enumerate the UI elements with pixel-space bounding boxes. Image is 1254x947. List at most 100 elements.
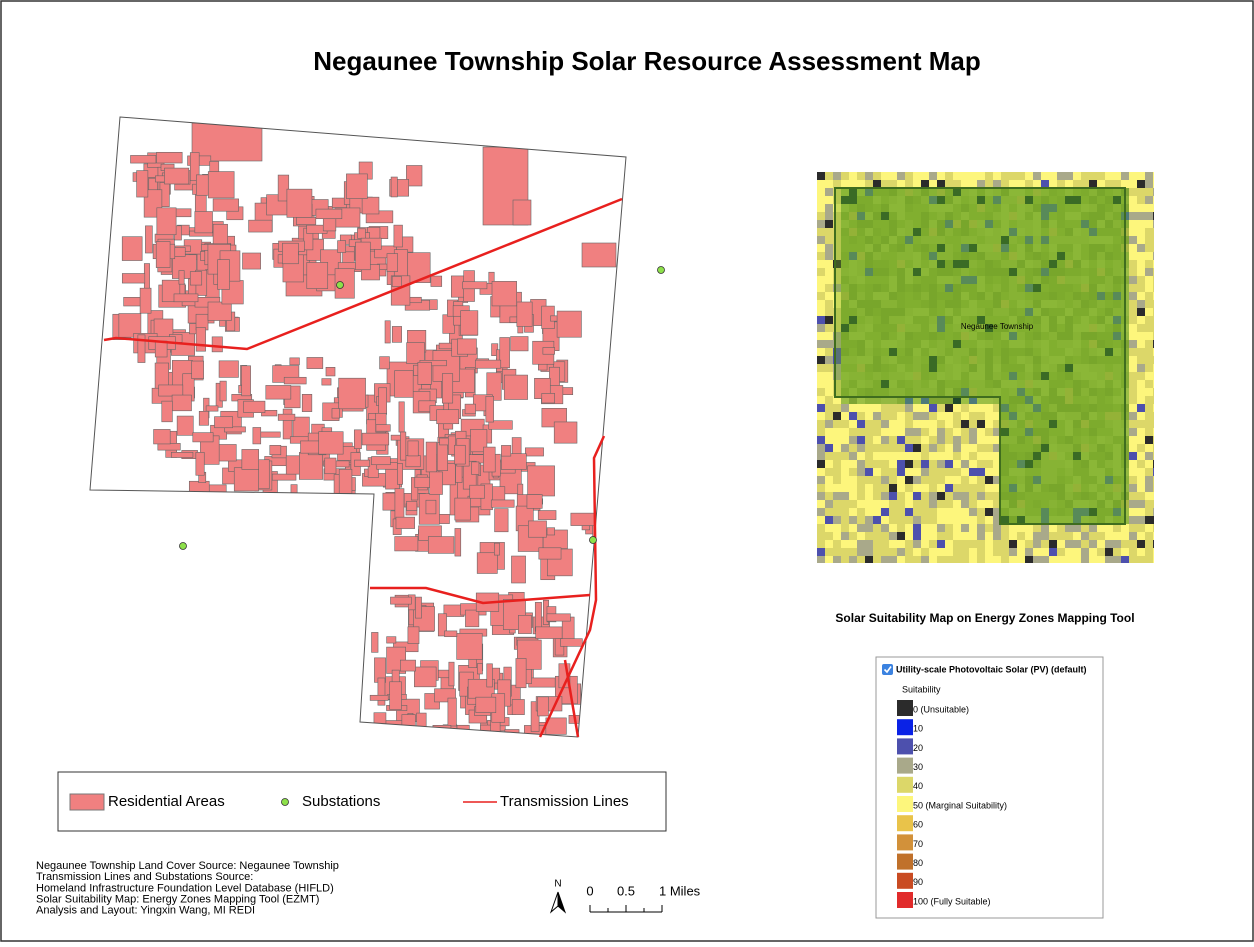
raster-cell xyxy=(1065,532,1073,540)
raster-cell xyxy=(985,556,993,564)
residential-area xyxy=(290,358,300,365)
residential-area xyxy=(362,197,379,214)
raster-cell xyxy=(929,532,937,540)
raster-cell xyxy=(1089,172,1097,180)
residential-area xyxy=(177,416,193,435)
raster-cell xyxy=(1145,196,1153,204)
residential-area xyxy=(455,498,471,520)
raster-cell xyxy=(1153,548,1161,556)
raster-cell xyxy=(969,420,977,428)
raster-cell xyxy=(1145,508,1153,516)
raster-cell xyxy=(977,412,985,420)
raster-cell xyxy=(1057,172,1065,180)
raster-cell xyxy=(953,516,961,524)
ezmt-legend-title: Utility-scale Photovoltaic Solar (PV) (d… xyxy=(896,664,1087,674)
raster-cell xyxy=(1089,556,1097,564)
ezmt-swatch xyxy=(897,738,913,754)
raster-cell xyxy=(1145,228,1153,236)
raster-cell xyxy=(1137,172,1145,180)
raster-cell xyxy=(833,540,841,548)
raster-cell xyxy=(889,508,897,516)
raster-cell xyxy=(817,276,825,284)
raster-cell xyxy=(985,548,993,556)
scale-label: 0 xyxy=(586,883,593,898)
substation xyxy=(180,543,187,550)
raster-cell xyxy=(841,540,849,548)
raster-cell xyxy=(977,484,985,492)
raster-cell xyxy=(1049,172,1057,180)
raster-cell xyxy=(1153,348,1161,356)
raster-cell xyxy=(1145,372,1153,380)
raster-cell xyxy=(817,332,825,340)
residential-area xyxy=(164,168,188,184)
raster-cell xyxy=(1137,508,1145,516)
raster-cell xyxy=(817,180,825,188)
raster-cell xyxy=(937,436,945,444)
raster-cell xyxy=(833,436,841,444)
raster-cell xyxy=(881,420,889,428)
raster-cell xyxy=(937,452,945,460)
raster-cell xyxy=(1145,252,1153,260)
raster-cell xyxy=(817,444,825,452)
north-label: N xyxy=(554,879,561,890)
raster-cell xyxy=(897,436,905,444)
raster-cell xyxy=(873,548,881,556)
residential-area xyxy=(406,455,420,466)
residential-area xyxy=(272,474,296,480)
raster-cell xyxy=(977,476,985,484)
raster-cell xyxy=(985,452,993,460)
raster-cell xyxy=(977,428,985,436)
raster-cell xyxy=(817,548,825,556)
raster-cell xyxy=(833,460,841,468)
raster-cell xyxy=(1137,476,1145,484)
residential-area xyxy=(234,468,258,491)
raster-cell xyxy=(817,340,825,348)
raster-cell xyxy=(1009,556,1017,564)
raster-cell xyxy=(897,524,905,532)
raster-cell xyxy=(1025,556,1033,564)
raster-cell xyxy=(849,476,857,484)
raster-cell xyxy=(985,412,993,420)
substation xyxy=(590,537,597,544)
raster-cell xyxy=(817,204,825,212)
raster-cell xyxy=(865,460,873,468)
raster-cell xyxy=(865,532,873,540)
raster-cell xyxy=(817,396,825,404)
raster-cell xyxy=(873,420,881,428)
residential-area xyxy=(199,411,208,425)
raster-cell xyxy=(1153,492,1161,500)
raster-cell xyxy=(857,460,865,468)
raster-cell xyxy=(881,484,889,492)
raster-cell xyxy=(937,428,945,436)
raster-cell xyxy=(849,436,857,444)
raster-cell xyxy=(1033,180,1041,188)
source-line: Transmission Lines and Substations Sourc… xyxy=(36,871,253,883)
raster-cell xyxy=(881,524,889,532)
raster-cell xyxy=(1129,212,1137,220)
raster-cell xyxy=(1153,300,1161,308)
raster-cell xyxy=(881,548,889,556)
raster-cell xyxy=(1137,524,1145,532)
residential-area xyxy=(415,597,421,618)
residential-area xyxy=(332,408,340,418)
legend-label: Substations xyxy=(302,793,380,810)
raster-cell xyxy=(1137,380,1145,388)
raster-cell xyxy=(817,284,825,292)
raster-cell xyxy=(841,180,849,188)
raster-cell xyxy=(985,524,993,532)
residential-area xyxy=(547,614,570,621)
residential-area xyxy=(408,441,418,456)
raster-cell xyxy=(817,420,825,428)
raster-cell xyxy=(985,508,993,516)
raster-cell xyxy=(1137,332,1145,340)
raster-cell xyxy=(913,180,921,188)
raster-cell xyxy=(1113,548,1121,556)
raster-cell xyxy=(1145,276,1153,284)
raster-cell xyxy=(825,380,833,388)
raster-cell xyxy=(1153,252,1161,260)
residential-area xyxy=(472,462,479,475)
ezmt-swatch xyxy=(897,700,913,716)
raster-cell xyxy=(865,500,873,508)
raster-cell xyxy=(881,508,889,516)
raster-cell xyxy=(913,444,921,452)
